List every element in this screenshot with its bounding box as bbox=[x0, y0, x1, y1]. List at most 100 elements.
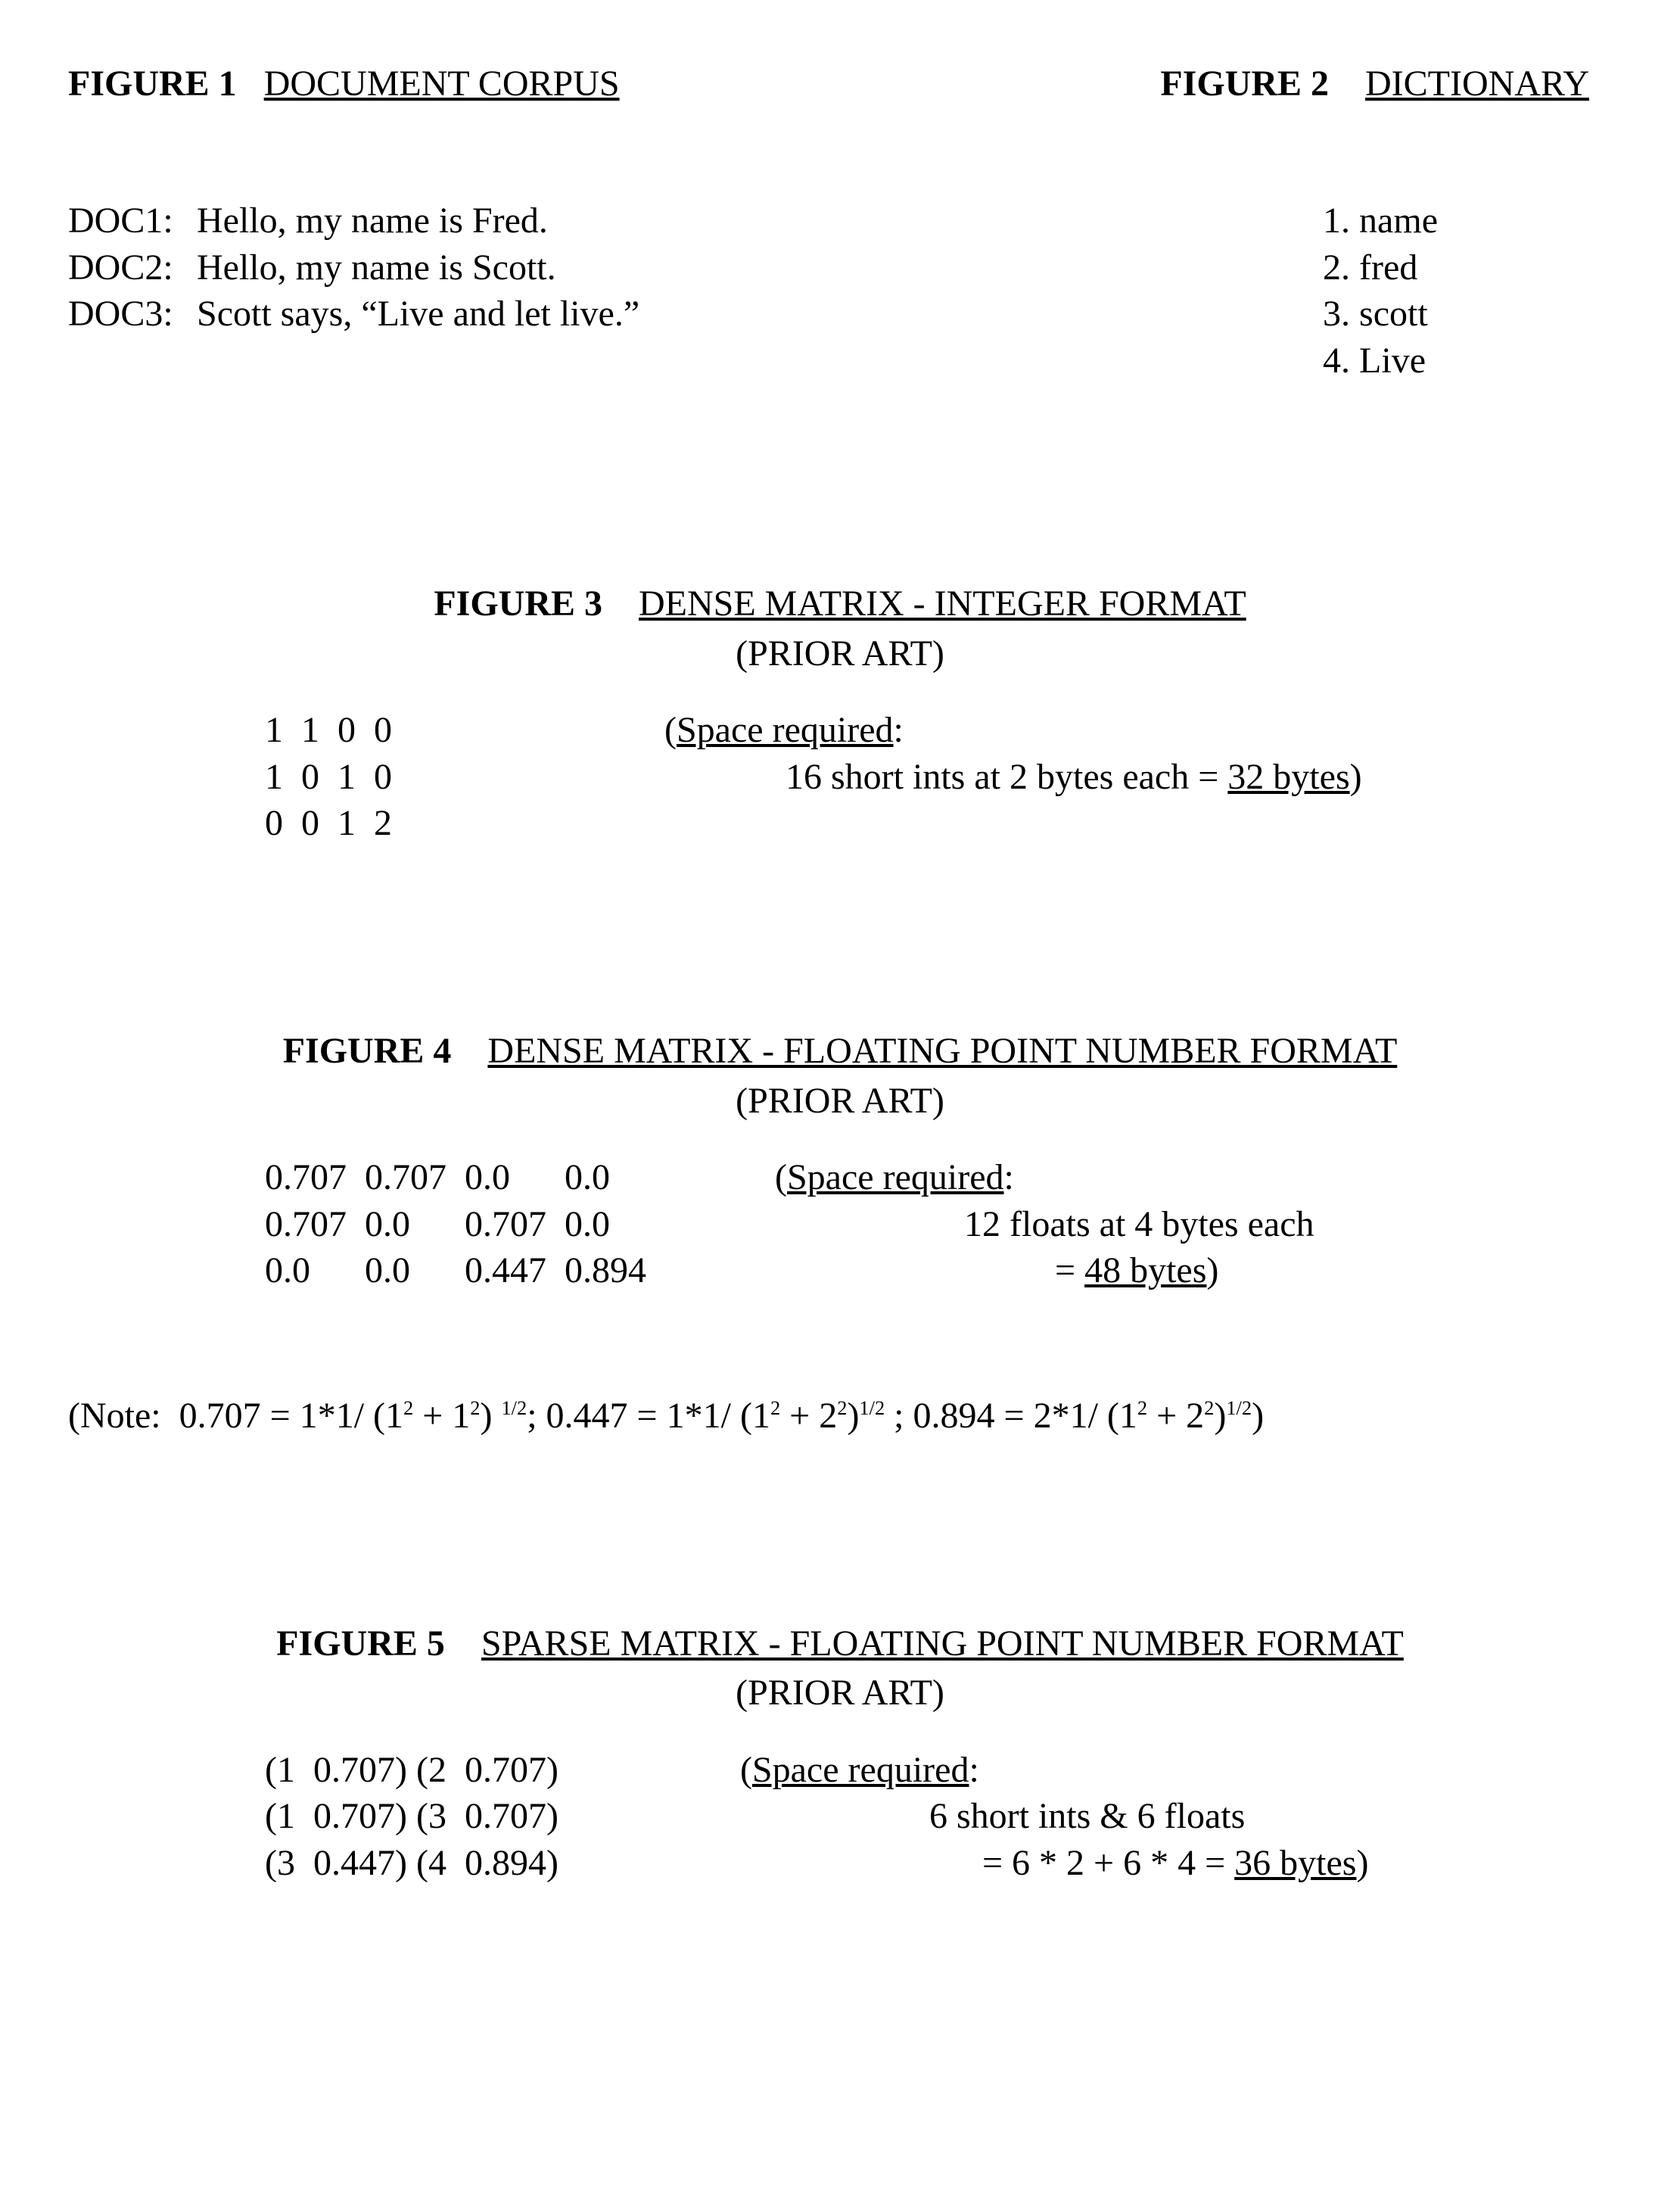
note-s8: 2 bbox=[1204, 1396, 1214, 1419]
figure4-label: FIGURE 4 bbox=[283, 1031, 452, 1071]
doc1-text: Hello, my name is Fred. bbox=[197, 198, 548, 244]
figure3-label: FIGURE 3 bbox=[434, 584, 602, 624]
doc1-label: DOC1: bbox=[68, 198, 197, 244]
f5-space-line3: = 6 * 2 + 6 * 4 = 36 bytes) bbox=[740, 1840, 1612, 1886]
f4-lp: ( bbox=[775, 1157, 787, 1197]
note-5: + 2 bbox=[780, 1396, 837, 1436]
page: FIGURE 1 DOCUMENT CORPUS FIGURE 2 DICTIO… bbox=[0, 0, 1680, 2207]
figure1-caption: DOCUMENT CORPUS bbox=[264, 64, 620, 104]
f3-row2: 1 0 1 0 bbox=[265, 754, 392, 800]
figure5-priorart: (PRIOR ART) bbox=[68, 1670, 1612, 1716]
figure2-header: FIGURE 2 DICTIONARY bbox=[1160, 61, 1612, 107]
note-s9: 1/2 bbox=[1226, 1396, 1252, 1419]
figure4-caption: DENSE MATRIX - FLOATING POINT NUMBER FOR… bbox=[487, 1031, 1397, 1071]
figure3-body: 1 1 0 0 1 0 1 0 0 0 1 2 (Space required:… bbox=[68, 707, 1612, 846]
dict2-w: fred bbox=[1359, 244, 1417, 291]
dict-row-1: 1. name bbox=[1305, 198, 1438, 244]
f5-space-line1: (Space required: bbox=[740, 1747, 1612, 1793]
f4-space-label: Space required bbox=[787, 1157, 1004, 1197]
figure5-matrix: (1 0.707) (2 0.707) (1 0.707) (3 0.707) … bbox=[68, 1747, 558, 1886]
note-8: + 2 bbox=[1147, 1396, 1204, 1436]
f5-row3: (3 0.447) (4 0.894) bbox=[265, 1840, 558, 1886]
f3-space-line1: (Space required: bbox=[664, 707, 1612, 753]
f4-space-line3: = 48 bytes) bbox=[775, 1247, 1612, 1293]
figure2-caption: DICTIONARY bbox=[1365, 64, 1589, 104]
doc-row-1: DOC1: Hello, my name is Fred. bbox=[68, 198, 639, 244]
dict-row-2: 2. fred bbox=[1305, 244, 1438, 291]
note-2: + 1 bbox=[413, 1396, 470, 1436]
figure5-label: FIGURE 5 bbox=[276, 1623, 445, 1664]
f5-rp: ) bbox=[1356, 1843, 1368, 1883]
note-s5: 2 bbox=[837, 1396, 847, 1419]
dict4-w: Live bbox=[1359, 338, 1426, 384]
note-6: ) bbox=[847, 1396, 859, 1436]
note-s1: 2 bbox=[403, 1396, 413, 1419]
f5-space-label: Space required bbox=[752, 1750, 969, 1790]
dict1-n: 1. bbox=[1305, 198, 1350, 244]
f5-lp: ( bbox=[740, 1750, 752, 1790]
f4-rp: ) bbox=[1206, 1250, 1218, 1290]
f3-space-det: 16 short ints at 2 bytes each = bbox=[786, 757, 1227, 797]
f4-row2: 0.707 0.0 0.707 0.0 bbox=[265, 1201, 646, 1247]
dict2-n: 2. bbox=[1305, 244, 1350, 291]
figure2-body: 1. name 2. fred 3. scott 4. Live bbox=[1305, 198, 1612, 384]
figure4-priorart: (PRIOR ART) bbox=[68, 1078, 1612, 1124]
figure4-header: FIGURE 4 DENSE MATRIX - FLOATING POINT N… bbox=[68, 1028, 1612, 1074]
figure3-caption: DENSE MATRIX - INTEGER FORMAT bbox=[639, 584, 1246, 624]
doc-row-2: DOC2: Hello, my name is Scott. bbox=[68, 244, 639, 291]
note-s2: 2 bbox=[470, 1396, 480, 1419]
figure5-body: (1 0.707) (2 0.707) (1 0.707) (3 0.707) … bbox=[68, 1747, 1612, 1886]
f4-row1: 0.707 0.707 0.0 0.0 bbox=[265, 1154, 646, 1200]
f4-colon: : bbox=[1004, 1157, 1014, 1197]
note-s7: 2 bbox=[1137, 1396, 1147, 1419]
figure1-header: FIGURE 1 DOCUMENT CORPUS bbox=[68, 61, 620, 107]
note-1: (Note: 0.707 = 1*1/ (1 bbox=[68, 1396, 403, 1436]
figure5-section: FIGURE 5 SPARSE MATRIX - FLOATING POINT … bbox=[68, 1620, 1612, 1886]
note-s6: 1/2 bbox=[859, 1396, 885, 1419]
doc3-text: Scott says, “Live and let live.” bbox=[197, 291, 639, 337]
doc-row-3: DOC3: Scott says, “Live and let live.” bbox=[68, 291, 639, 337]
note-3: ) bbox=[481, 1396, 502, 1436]
note-10: ) bbox=[1252, 1396, 1264, 1436]
dict3-n: 3. bbox=[1305, 291, 1350, 337]
figure3-header: FIGURE 3 DENSE MATRIX - INTEGER FORMAT bbox=[68, 581, 1612, 627]
f4-space-line1: (Space required: bbox=[775, 1154, 1612, 1200]
f5-row2: (1 0.707) (3 0.707) bbox=[265, 1793, 558, 1839]
figure1-label: FIGURE 1 bbox=[68, 64, 237, 104]
note-9: ) bbox=[1214, 1396, 1226, 1436]
f4-eq: = bbox=[1055, 1250, 1084, 1290]
f3-space-res: 32 bytes bbox=[1227, 757, 1349, 797]
doc2-text: Hello, my name is Scott. bbox=[197, 244, 556, 291]
figure4-matrix: 0.707 0.707 0.0 0.0 0.707 0.0 0.707 0.0 … bbox=[68, 1154, 646, 1293]
f5-colon: : bbox=[969, 1750, 978, 1790]
f3-lp: ( bbox=[664, 710, 677, 750]
figure1-body: DOC1: Hello, my name is Fred. DOC2: Hell… bbox=[68, 198, 639, 337]
f3-rp: ) bbox=[1350, 757, 1362, 797]
figure4-section: FIGURE 4 DENSE MATRIX - FLOATING POINT N… bbox=[68, 1028, 1612, 1293]
dict1-w: name bbox=[1359, 198, 1438, 244]
f5-row1: (1 0.707) (2 0.707) bbox=[265, 1747, 558, 1793]
f5-space-res: 36 bytes bbox=[1234, 1843, 1356, 1883]
figure5-space: (Space required: 6 short ints & 6 floats… bbox=[558, 1747, 1612, 1886]
figure5-header: FIGURE 5 SPARSE MATRIX - FLOATING POINT … bbox=[68, 1620, 1612, 1667]
f3-row1: 1 1 0 0 bbox=[265, 707, 392, 753]
figure3-matrix: 1 1 0 0 1 0 1 0 0 0 1 2 bbox=[68, 707, 392, 846]
fig1-fig2-body: DOC1: Hello, my name is Fred. DOC2: Hell… bbox=[68, 198, 1612, 384]
f4-space-res: 48 bytes bbox=[1084, 1250, 1206, 1290]
note-s4: 2 bbox=[770, 1396, 780, 1419]
top-headers: FIGURE 1 DOCUMENT CORPUS FIGURE 2 DICTIO… bbox=[68, 61, 1612, 107]
figure5-caption: SPARSE MATRIX - FLOATING POINT NUMBER FO… bbox=[481, 1623, 1404, 1664]
f3-space-line2: 16 short ints at 2 bytes each = 32 bytes… bbox=[664, 754, 1612, 800]
figure3-space: (Space required: 16 short ints at 2 byte… bbox=[392, 707, 1612, 800]
figure4-space: (Space required: 12 floats at 4 bytes ea… bbox=[646, 1154, 1612, 1293]
f3-row3: 0 0 1 2 bbox=[265, 800, 392, 846]
dict3-w: scott bbox=[1359, 291, 1428, 337]
note-4: ; 0.447 = 1*1/ (1 bbox=[527, 1396, 770, 1436]
figure4-body: 0.707 0.707 0.0 0.0 0.707 0.0 0.707 0.0 … bbox=[68, 1154, 1612, 1293]
dict-row-3: 3. scott bbox=[1305, 291, 1438, 337]
f3-colon: : bbox=[894, 710, 904, 750]
note-7: ; 0.894 = 2*1/ (1 bbox=[885, 1396, 1137, 1436]
f5-space-line2: 6 short ints & 6 floats bbox=[740, 1793, 1612, 1839]
figure2-label: FIGURE 2 bbox=[1160, 64, 1329, 104]
figure4-note: (Note: 0.707 = 1*1/ (12 + 12) 1/2; 0.447… bbox=[68, 1393, 1612, 1439]
